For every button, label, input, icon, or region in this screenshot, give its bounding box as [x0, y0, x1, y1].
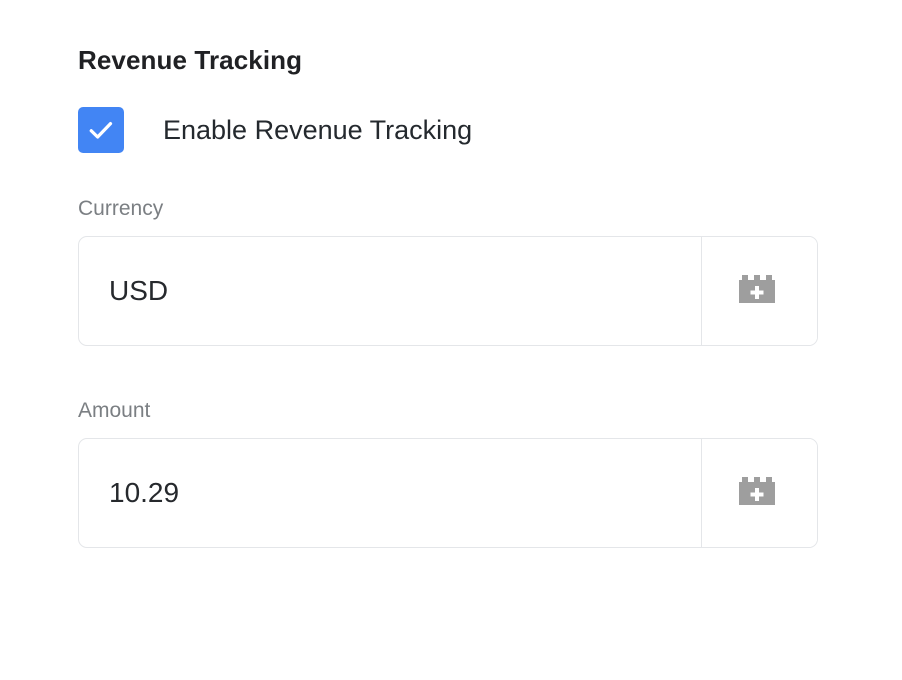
currency-input[interactable]: USD — [109, 275, 169, 306]
enable-revenue-tracking-label: Enable Revenue Tracking — [163, 115, 473, 145]
currency-field-group: Currency USD — [78, 196, 820, 346]
checkmark-icon — [86, 115, 116, 145]
enable-revenue-tracking-row[interactable]: Enable Revenue Tracking — [78, 106, 820, 154]
calendar-add-icon — [738, 476, 781, 510]
calendar-add-icon — [738, 274, 781, 308]
currency-label: Currency — [78, 197, 164, 220]
amount-input[interactable]: 10.29 — [109, 477, 180, 508]
page-title: Revenue Tracking — [78, 45, 303, 75]
amount-picker-button[interactable] — [701, 439, 817, 547]
amount-label: Amount — [78, 399, 151, 422]
amount-input-shell: 10.29 — [78, 438, 818, 548]
currency-picker-button[interactable] — [701, 237, 817, 345]
revenue-tracking-panel: Revenue Tracking Enable Revenue Tracking… — [78, 44, 820, 548]
currency-input-shell: USD — [78, 236, 818, 346]
amount-field-group: Amount 10.29 — [78, 398, 820, 548]
enable-revenue-tracking-checkbox[interactable] — [78, 107, 124, 153]
